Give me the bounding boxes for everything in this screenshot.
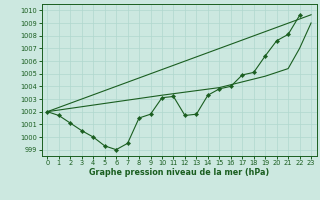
X-axis label: Graphe pression niveau de la mer (hPa): Graphe pression niveau de la mer (hPa) (89, 168, 269, 177)
